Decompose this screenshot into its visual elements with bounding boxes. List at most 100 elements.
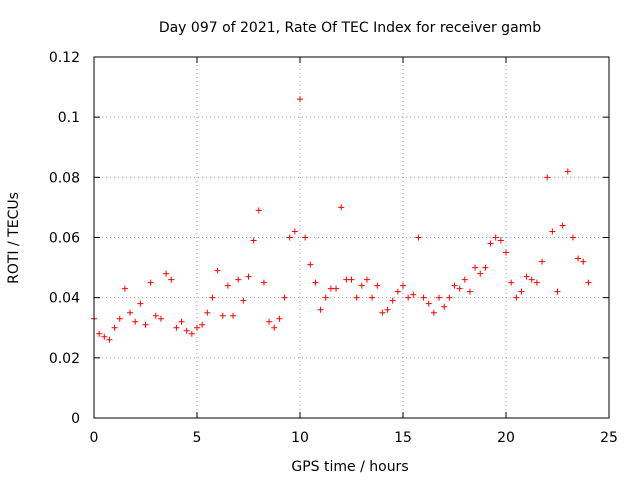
data-point (353, 294, 360, 301)
data-point (132, 318, 139, 325)
data-point (363, 276, 370, 283)
data-point (142, 321, 149, 328)
data-point (554, 288, 561, 295)
data-point (549, 228, 556, 235)
data-point (503, 249, 509, 256)
x-tick-label: 10 (291, 430, 309, 446)
data-point (101, 333, 108, 340)
data-point (204, 309, 211, 316)
data-point (266, 318, 273, 325)
data-point (245, 273, 252, 280)
y-tick-label: 0.1 (58, 110, 80, 126)
data-point (163, 270, 170, 277)
y-tick-label: 0.02 (49, 351, 80, 367)
data-point (348, 276, 355, 283)
y-axis-label: ROTI / TECUs (6, 192, 22, 284)
data-point (173, 324, 180, 331)
x-axis-label: GPS time / hours (291, 459, 408, 475)
data-point (168, 276, 175, 283)
data-point (199, 321, 206, 328)
data-point (333, 285, 340, 292)
data-point (194, 324, 200, 331)
data-point (518, 288, 525, 295)
data-point (260, 279, 267, 286)
data-point (389, 297, 396, 304)
data-point (472, 264, 479, 271)
data-point (152, 312, 159, 319)
data-point (482, 264, 489, 271)
data-point (230, 312, 237, 319)
y-tick-label: 0.04 (49, 291, 80, 307)
data-point (224, 282, 231, 289)
data-point (121, 285, 128, 292)
data-point (183, 327, 190, 334)
data-point (544, 174, 551, 181)
data-point (209, 294, 216, 301)
data-point (405, 294, 412, 301)
data-point (312, 279, 319, 286)
data-point (147, 279, 154, 286)
data-point (394, 288, 401, 295)
data-points (91, 96, 592, 343)
data-point (580, 258, 587, 265)
data-point (322, 294, 329, 301)
data-point (410, 291, 417, 298)
data-point (116, 315, 123, 322)
data-point (111, 324, 118, 331)
data-point (379, 309, 386, 316)
data-point (255, 207, 262, 214)
data-point (137, 300, 144, 307)
data-point (477, 270, 484, 277)
data-point (528, 276, 535, 283)
data-point (513, 294, 520, 301)
data-point (384, 306, 391, 313)
data-point (564, 168, 571, 175)
data-point (286, 234, 293, 241)
data-point (492, 234, 499, 241)
data-point (569, 234, 576, 241)
x-tick-label: 15 (394, 430, 412, 446)
data-point (302, 234, 309, 241)
data-point (508, 279, 515, 286)
data-point (178, 318, 185, 325)
y-tick-label: 0.08 (49, 170, 80, 186)
data-point (415, 234, 422, 241)
data-point (441, 303, 448, 310)
data-point (106, 336, 113, 343)
data-point (461, 276, 468, 283)
x-tick-label: 0 (90, 430, 99, 446)
data-point (430, 309, 437, 316)
data-point (446, 294, 453, 301)
data-point (533, 279, 540, 286)
data-point (436, 294, 443, 301)
data-point (127, 309, 134, 316)
y-tick-label: 0 (71, 411, 80, 427)
data-point (575, 255, 582, 262)
axis-ticks: 0 5 10 15 20 25 0 0.02 0.04 0.06 0.08 0.1 0.12 (49, 50, 618, 446)
data-point (539, 258, 546, 265)
data-point (291, 228, 298, 235)
data-point (466, 288, 473, 295)
grid (94, 57, 609, 418)
data-point (96, 330, 103, 337)
data-point (281, 294, 288, 301)
data-point (327, 285, 334, 292)
data-point (317, 306, 324, 313)
data-point (235, 276, 242, 283)
data-point (297, 96, 303, 103)
y-tick-label: 0.12 (49, 50, 80, 66)
data-point (487, 240, 494, 247)
data-point (497, 237, 504, 244)
data-point (307, 261, 314, 268)
data-point (451, 282, 458, 289)
data-point (456, 285, 463, 292)
data-point (214, 267, 221, 274)
data-point (271, 324, 278, 331)
data-point (374, 282, 381, 289)
data-point (425, 300, 432, 307)
data-point (369, 294, 376, 301)
chart-title: Day 097 of 2021, Rate Of TEC Index for r… (159, 20, 541, 36)
data-point (420, 294, 427, 301)
y-tick-label: 0.06 (49, 231, 80, 247)
